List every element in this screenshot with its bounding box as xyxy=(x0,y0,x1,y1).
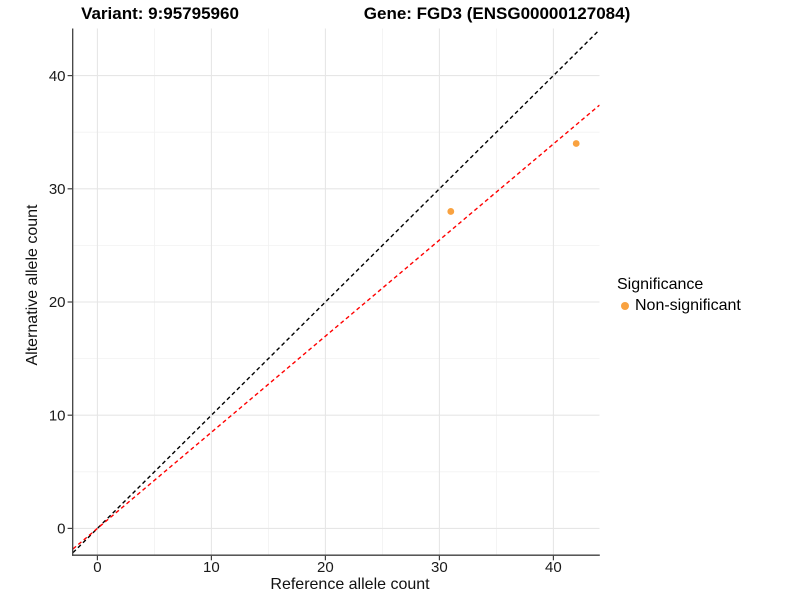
y-tick-label: 0 xyxy=(57,521,65,538)
x-tick-label: 40 xyxy=(545,559,562,576)
data-point xyxy=(572,140,580,147)
y-tick-label: 20 xyxy=(49,294,66,311)
y-tick-label: 30 xyxy=(49,181,66,198)
plot-title-variant: Variant: 9:95795960 xyxy=(81,4,239,23)
plot-title-gene: Gene: FGD3 (ENSG00000127084) xyxy=(363,4,631,23)
identity-line xyxy=(73,29,600,554)
legend-entry: Non-significant xyxy=(617,297,741,315)
legend: Significance Non-significant xyxy=(617,276,741,315)
data-point xyxy=(447,208,455,215)
x-tick-label: 20 xyxy=(317,559,334,576)
legend-entry-label: Non-significant xyxy=(635,297,741,314)
fitted-ratio-line xyxy=(73,104,600,550)
x-tick-label: 30 xyxy=(431,559,448,576)
y-tick-label: 40 xyxy=(49,68,66,85)
y-tick-label: 10 xyxy=(49,407,66,424)
x-axis-title: Reference allele count xyxy=(270,576,430,593)
legend-point-icon xyxy=(621,302,629,310)
y-axis-title: Alternative allele count xyxy=(24,204,41,366)
x-tick-label: 10 xyxy=(203,559,220,576)
legend-title: Significance xyxy=(617,276,704,293)
x-tick-label: 0 xyxy=(93,559,101,576)
